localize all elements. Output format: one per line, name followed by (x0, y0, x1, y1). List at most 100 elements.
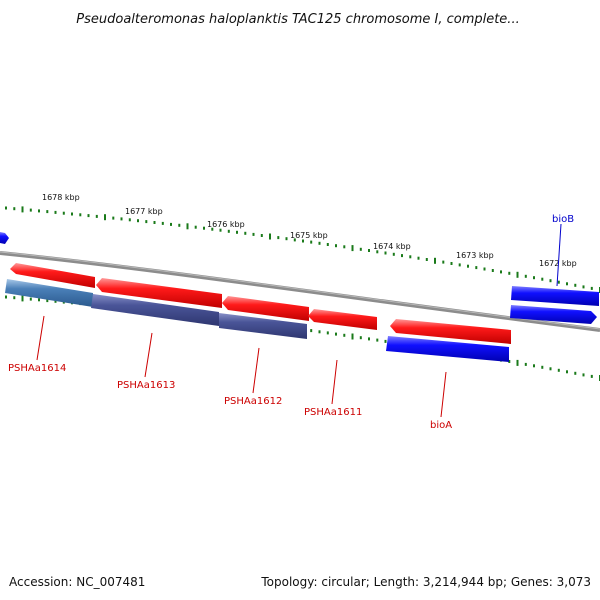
minor-tick (161, 221, 164, 225)
minor-tick (582, 373, 585, 377)
gene-label-psha1613[interactable]: PSHAa1613 (117, 380, 175, 391)
minor-tick (227, 229, 230, 233)
gene-label-psha1611[interactable]: PSHAa1611 (304, 407, 362, 418)
map-title: Pseudoalteromonas haloplanktis TAC125 ch… (76, 12, 519, 27)
cds-features (5, 279, 509, 362)
leader-line-psha1614 (36, 315, 45, 361)
label-leaders (36, 223, 562, 418)
minor-tick (310, 329, 313, 333)
gene-arrow-psha1612-red[interactable] (222, 296, 309, 321)
cds-block-psha1614[interactable] (5, 279, 93, 307)
minor-tick (112, 216, 115, 220)
major-tick (434, 257, 436, 264)
minor-tick (62, 211, 65, 215)
gene-arrow-left-edge[interactable] (0, 232, 9, 244)
gene-arrow-biob-reverse[interactable] (510, 305, 597, 324)
minor-tick (425, 258, 428, 261)
major-tick (516, 271, 519, 278)
major-tick (516, 359, 519, 366)
minor-tick (384, 339, 387, 343)
minor-tick (467, 264, 469, 268)
minor-tick (5, 206, 7, 210)
major-tick (104, 214, 106, 221)
major-tick (351, 245, 354, 252)
minor-tick (409, 255, 412, 259)
minor-tick (541, 277, 544, 281)
minor-tick (574, 283, 577, 287)
minor-tick (549, 367, 552, 371)
minor-tick (13, 296, 16, 300)
leader-line-psha1612 (252, 347, 260, 394)
minor-tick (38, 298, 40, 302)
minor-tick (335, 244, 337, 248)
minor-tick (120, 217, 123, 221)
gene-arrow-psha1611-red[interactable] (308, 309, 377, 330)
minor-tick (318, 241, 321, 245)
minor-tick (590, 374, 593, 378)
minor-tick (566, 370, 568, 374)
gene-labels: bioB PSHAa1614 PSHAa1613 PSHAa1612 PSHAa… (8, 214, 574, 431)
minor-tick (450, 262, 453, 265)
minor-tick (153, 221, 156, 224)
minor-tick (417, 256, 420, 260)
minor-tick (5, 295, 7, 299)
minor-tick (500, 270, 502, 274)
minor-tick (483, 267, 486, 271)
tick-label: 1672 kbp (539, 259, 577, 268)
gene-arrow-bioa-red[interactable] (390, 319, 511, 344)
minor-tick (38, 209, 40, 213)
gene-arrow-psha1613-red[interactable] (96, 278, 222, 308)
gene-block-bioa-blue[interactable] (386, 336, 509, 362)
minor-tick (590, 286, 593, 290)
minor-tick (29, 297, 32, 301)
gene-arrow-psha1614-red[interactable] (10, 263, 95, 288)
minor-tick (508, 360, 511, 363)
minor-tick (359, 336, 362, 340)
minor-tick (557, 368, 560, 372)
gene-label-biob[interactable]: bioB (552, 214, 574, 225)
minor-tick (326, 331, 329, 335)
leader-line-bioa (440, 371, 447, 418)
minor-tick (343, 333, 346, 337)
gene-label-psha1612[interactable]: PSHAa1612 (224, 396, 282, 407)
tick-label: 1677 kbp (125, 207, 163, 216)
biob-features (0, 232, 599, 324)
minor-tick (318, 330, 321, 334)
tick-label: 1675 kbp (290, 231, 328, 240)
minor-tick (54, 210, 57, 214)
gene-arrow-biob-forward[interactable] (511, 286, 599, 306)
minor-tick (343, 245, 346, 249)
minor-tick (376, 338, 379, 342)
minor-tick (302, 239, 304, 243)
major-tick (351, 333, 354, 340)
tick-label: 1674 kbp (373, 242, 411, 251)
major-tick (186, 223, 189, 230)
minor-tick (244, 231, 247, 235)
minor-tick (384, 251, 387, 255)
minor-tick (574, 371, 577, 375)
minor-tick (524, 274, 527, 278)
cds-block-psha1612[interactable] (219, 313, 307, 339)
accession-text: Accession: NC_007481 (9, 575, 145, 589)
minor-tick (458, 263, 461, 267)
forward-strand-features (10, 263, 511, 344)
minor-tick (170, 222, 172, 226)
leader-line-psha1611 (331, 359, 338, 405)
minor-tick (533, 364, 535, 368)
gene-label-psha1614[interactable]: PSHAa1614 (8, 363, 66, 374)
minor-tick (178, 223, 181, 227)
gene-label-bioa[interactable]: bioA (430, 420, 452, 431)
minor-tick (442, 260, 445, 264)
cds-block-psha1613[interactable] (91, 294, 219, 326)
minor-tick (508, 271, 511, 275)
tick-label: 1678 kbp (42, 193, 80, 202)
minor-tick (392, 252, 395, 256)
minor-tick (582, 285, 585, 289)
minor-tick (46, 210, 49, 214)
major-tick (269, 233, 271, 240)
minor-tick (285, 237, 288, 241)
minor-tick (310, 240, 313, 244)
minor-tick (87, 214, 90, 218)
major-tick (21, 206, 24, 213)
